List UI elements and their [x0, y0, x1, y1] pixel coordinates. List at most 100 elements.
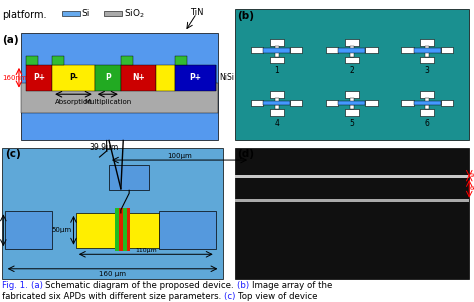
Bar	[121, 65, 156, 91]
Bar	[270, 56, 284, 63]
Bar	[350, 104, 354, 109]
Text: 4: 4	[274, 119, 279, 128]
Bar	[95, 65, 121, 91]
Text: (b): (b)	[237, 281, 252, 291]
Text: Image array of the: Image array of the	[252, 281, 332, 291]
Bar	[345, 56, 359, 63]
Text: P-: P-	[69, 73, 78, 82]
Bar	[2, 148, 223, 279]
Text: 1: 1	[274, 66, 279, 75]
Bar	[420, 56, 434, 63]
Bar	[127, 208, 130, 251]
Bar	[425, 46, 428, 50]
Bar	[235, 199, 469, 202]
Text: 50μm: 50μm	[52, 227, 72, 233]
Text: fabricated six APDs with different size parameters.: fabricated six APDs with different size …	[2, 292, 224, 301]
Bar	[425, 52, 428, 56]
Text: Fig. 1.: Fig. 1.	[2, 281, 31, 291]
Bar	[350, 52, 354, 56]
Text: Top view of device: Top view of device	[238, 292, 318, 301]
Text: 160 μm: 160 μm	[99, 271, 126, 277]
Text: TiN: TiN	[190, 8, 203, 17]
Bar	[52, 56, 64, 65]
Bar	[235, 9, 469, 140]
Bar	[270, 109, 284, 116]
Text: 3: 3	[425, 66, 429, 75]
Text: NiSi: NiSi	[219, 73, 234, 82]
Bar	[76, 213, 159, 248]
Bar	[413, 48, 440, 53]
Bar	[5, 211, 52, 249]
Bar	[115, 208, 119, 251]
Bar	[104, 11, 122, 16]
Text: Absorption: Absorption	[55, 99, 92, 105]
Text: 160nm: 160nm	[470, 173, 474, 178]
Text: (c): (c)	[224, 292, 238, 301]
Bar	[420, 109, 434, 116]
Bar	[235, 148, 469, 279]
Text: 110μm: 110μm	[135, 248, 156, 253]
Bar	[156, 65, 175, 91]
Bar	[264, 48, 291, 53]
Text: P+: P+	[33, 73, 45, 82]
Text: Si: Si	[82, 9, 90, 18]
Bar	[413, 101, 440, 105]
Bar	[365, 47, 377, 53]
Bar	[291, 47, 302, 53]
Bar	[326, 100, 338, 106]
Bar	[21, 83, 218, 113]
Bar	[270, 92, 284, 98]
Text: (a): (a)	[2, 35, 19, 45]
Text: N+: N+	[132, 73, 145, 82]
Bar	[26, 56, 38, 65]
Bar	[159, 211, 216, 249]
Text: Schematic diagram of the proposed device.: Schematic diagram of the proposed device…	[46, 281, 237, 291]
Bar	[175, 56, 187, 65]
Bar	[345, 109, 359, 116]
Bar	[270, 39, 284, 46]
Text: 39.9μm: 39.9μm	[90, 143, 119, 153]
Bar	[121, 56, 133, 65]
Bar	[425, 98, 428, 103]
Bar	[338, 48, 365, 53]
Bar	[251, 100, 264, 106]
Text: 2: 2	[349, 66, 355, 75]
Bar	[275, 98, 279, 103]
Bar	[338, 101, 365, 105]
Bar	[26, 65, 52, 91]
Bar	[420, 92, 434, 98]
Bar	[251, 47, 264, 53]
Bar	[345, 39, 359, 46]
Bar	[109, 165, 149, 190]
Bar	[291, 100, 302, 106]
Text: (c): (c)	[5, 149, 20, 159]
Bar	[326, 47, 338, 53]
Text: 100μm: 100μm	[167, 153, 192, 159]
Bar	[350, 98, 354, 103]
Bar	[119, 208, 123, 251]
Text: Multiplication: Multiplication	[84, 99, 131, 105]
Text: (b): (b)	[237, 11, 254, 21]
Bar	[401, 47, 413, 53]
Bar	[440, 100, 453, 106]
Bar	[52, 65, 95, 91]
Bar	[235, 175, 469, 178]
Bar	[275, 46, 279, 50]
Bar	[401, 100, 413, 106]
Bar	[21, 33, 218, 140]
Bar	[350, 46, 354, 50]
Bar	[275, 52, 279, 56]
Bar	[175, 65, 216, 91]
Bar	[123, 208, 127, 251]
Text: platform.: platform.	[2, 10, 47, 20]
Bar	[264, 101, 291, 105]
Text: 6: 6	[425, 119, 429, 128]
Bar	[275, 104, 279, 109]
Text: 5: 5	[349, 119, 355, 128]
Text: (a): (a)	[31, 281, 46, 291]
Text: SiO$_2$: SiO$_2$	[124, 7, 145, 20]
Text: 160nm: 160nm	[2, 75, 27, 81]
Text: P: P	[105, 73, 111, 82]
Bar	[440, 47, 453, 53]
Bar	[365, 100, 377, 106]
